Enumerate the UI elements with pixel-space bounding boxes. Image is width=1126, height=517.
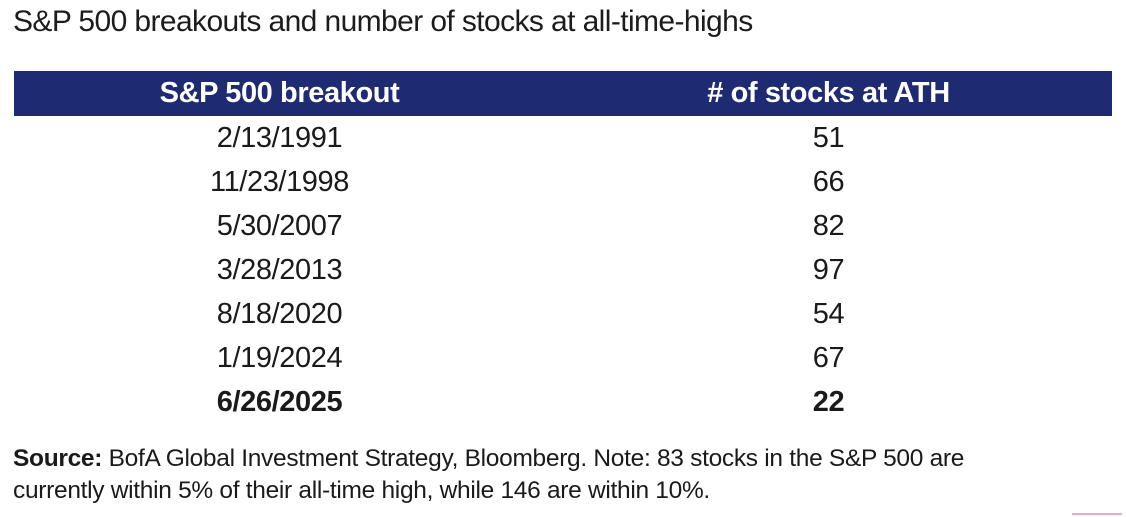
source-text: BofA Global Investment Strategy, Bloombe…: [13, 445, 965, 504]
table-row: 1/19/2024 67: [14, 336, 1112, 380]
table-body: 2/13/1991 51 11/23/1998 66 5/30/2007 82 3/28/2…: [14, 116, 1112, 424]
ath-count-cell: 54: [812, 297, 845, 330]
breakout-date-cell: 6/26/2025: [216, 385, 343, 418]
breakout-date-cell: 11/23/1998: [210, 165, 349, 198]
table-row: 11/23/1998 66: [14, 160, 1112, 204]
ath-count-cell: 97: [812, 253, 845, 286]
page-title: S&P 500 breakouts and number of stocks a…: [13, 5, 753, 38]
ath-count-cell: 82: [812, 209, 845, 242]
breakout-date-cell: 2/13/1991: [216, 121, 343, 154]
table-header-row: S&P 500 breakout # of stocks at ATH: [14, 71, 1112, 116]
column-header-ath: # of stocks at ATH: [707, 77, 950, 109]
breakout-date-cell: 5/30/2007: [216, 209, 343, 242]
source-note: Source: BofA Global Investment Strategy,…: [13, 443, 1027, 507]
ath-count-cell: 66: [812, 165, 845, 198]
table-row: 2/13/1991 51: [14, 116, 1112, 160]
breakout-date-cell: 1/19/2024: [216, 341, 343, 374]
column-header-breakout: S&P 500 breakout: [159, 77, 400, 109]
pink-underline-artifact: [1072, 513, 1122, 515]
table-row: 5/30/2007 82: [14, 204, 1112, 248]
ath-count-cell: 51: [812, 121, 845, 154]
table-row: 3/28/2013 97: [14, 248, 1112, 292]
source-label: Source:: [13, 445, 103, 472]
ath-count-cell: 22: [812, 385, 845, 418]
breakout-date-cell: 8/18/2020: [216, 297, 343, 330]
table-row: 8/18/2020 54: [14, 292, 1112, 336]
table-row: 6/26/2025 22: [14, 380, 1112, 424]
breakout-date-cell: 3/28/2013: [216, 253, 343, 286]
ath-count-cell: 67: [812, 341, 845, 374]
